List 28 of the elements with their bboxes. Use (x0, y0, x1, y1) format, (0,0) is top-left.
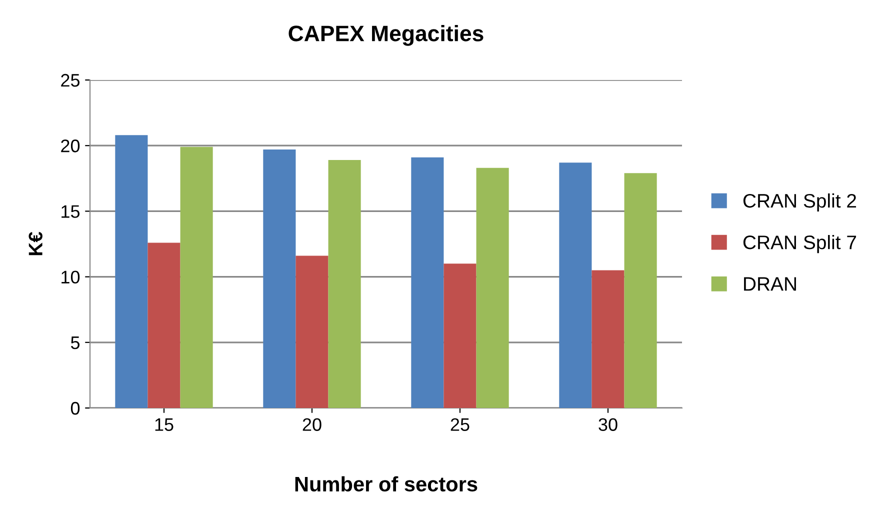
legend-label: CRAN Split 7 (743, 234, 856, 254)
bar (296, 256, 328, 408)
y-axis-title: K€ (28, 232, 42, 256)
bar (148, 242, 180, 408)
bar (559, 162, 592, 408)
bar (592, 270, 624, 408)
y-tick-label: 0 (70, 402, 80, 415)
bar (328, 160, 361, 408)
y-tick-label: 10 (62, 270, 80, 284)
bar (476, 168, 509, 408)
bar (263, 150, 296, 408)
y-tick-label: 15 (62, 205, 80, 218)
x-tick-label: 30 (598, 418, 618, 431)
y-tick-label: 5 (70, 336, 80, 350)
bar (444, 264, 476, 408)
bar (115, 135, 148, 408)
legend-label: CRAN Split 2 (743, 193, 856, 212)
bar (624, 173, 657, 408)
x-axis-title: Number of sectors (295, 476, 478, 492)
legend-label: DRAN (744, 277, 796, 291)
x-tick-label: 20 (302, 418, 322, 431)
x-tick-label: 25 (450, 418, 470, 431)
y-tick-label: 20 (61, 140, 80, 152)
x-tick-label: 15 (155, 418, 174, 431)
bar (180, 146, 213, 408)
chart-title: CAPEX Megacities (288, 25, 484, 46)
bar (411, 157, 444, 408)
y-tick-label: 25 (61, 74, 80, 87)
